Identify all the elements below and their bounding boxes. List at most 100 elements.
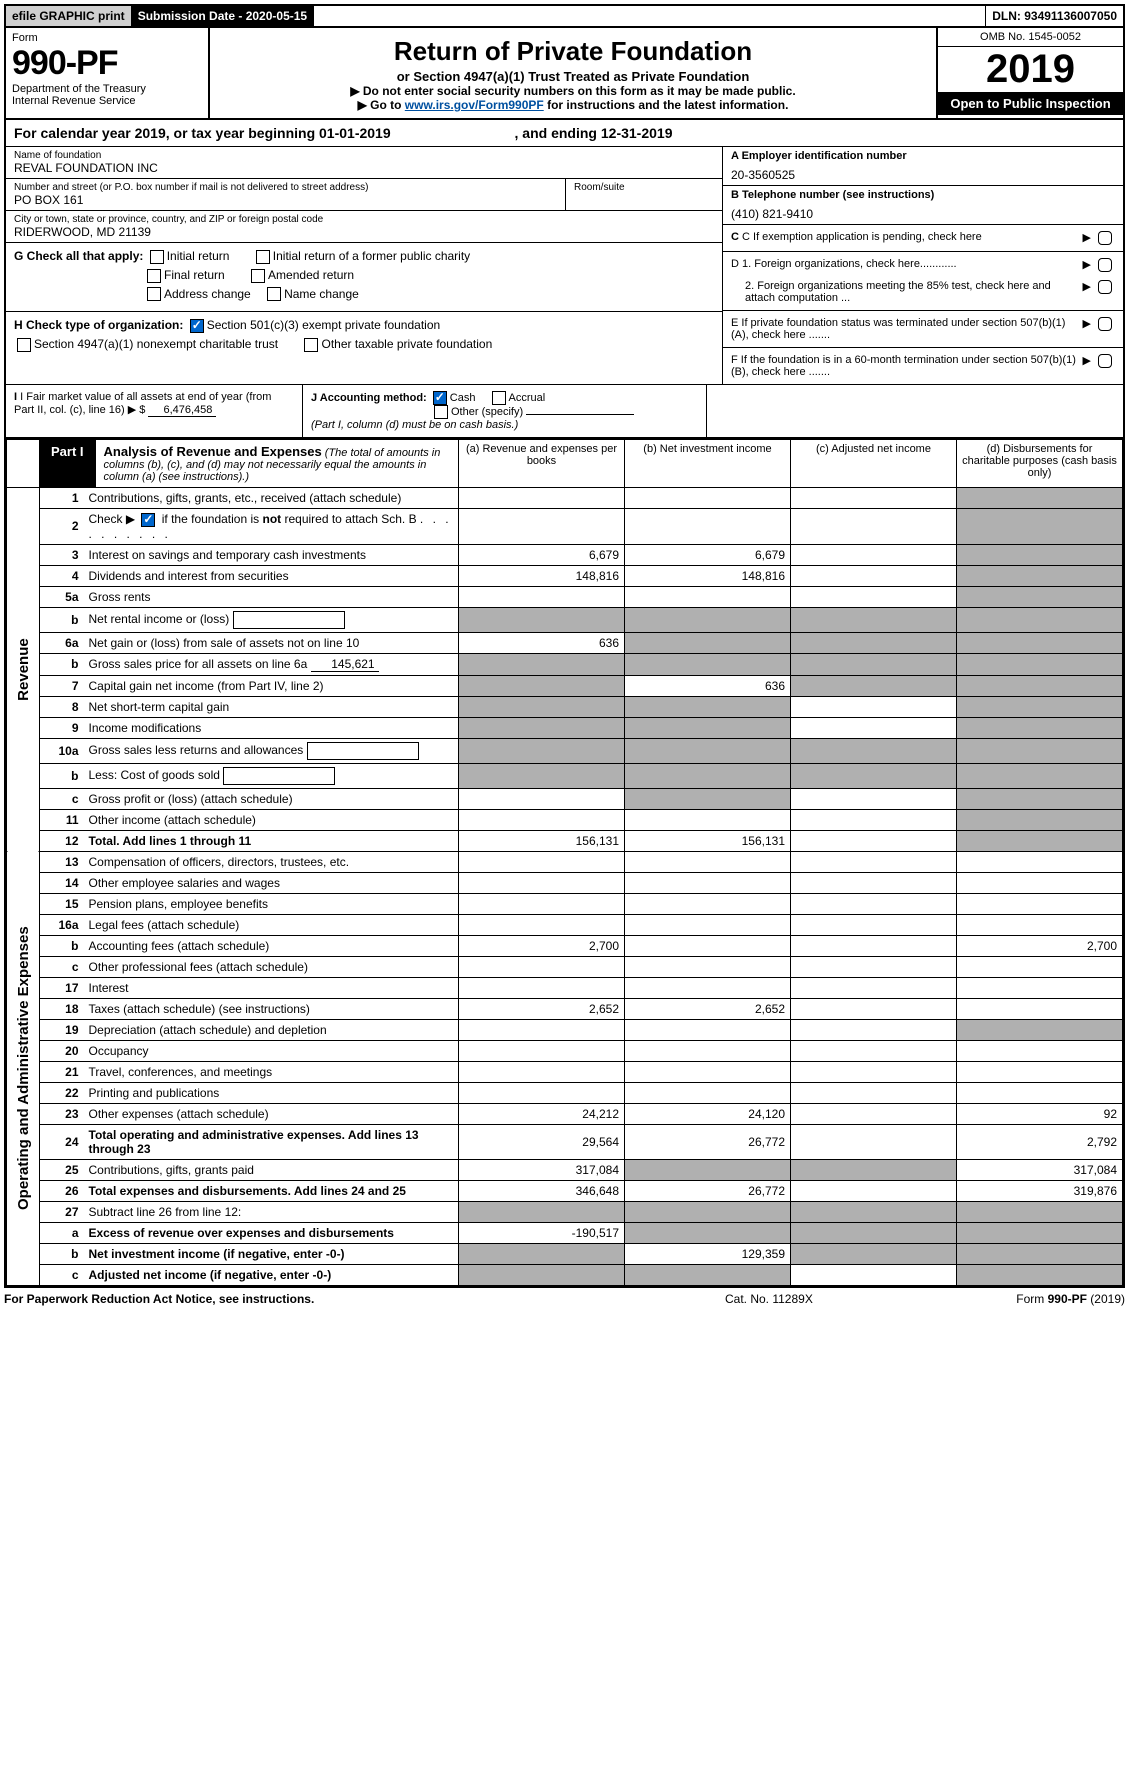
table-row: 26Total expenses and disbursements. Add … bbox=[7, 1180, 1123, 1201]
table-row: 10aGross sales less returns and allowanc… bbox=[7, 738, 1123, 763]
4947a1-checkbox[interactable] bbox=[17, 338, 31, 352]
header-left: Form 990-PF Department of the Treasury I… bbox=[6, 28, 210, 118]
table-cell bbox=[459, 1243, 625, 1264]
table-cell bbox=[459, 763, 625, 788]
table-cell: 636 bbox=[625, 675, 791, 696]
room-suite-label: Room/suite bbox=[566, 179, 722, 210]
accrual-checkbox[interactable] bbox=[492, 391, 506, 405]
address-change-checkbox[interactable] bbox=[147, 287, 161, 301]
footer-left: For Paperwork Reduction Act Notice, see … bbox=[4, 1292, 725, 1306]
table-cell: 129,359 bbox=[625, 1243, 791, 1264]
d2-row: 2. Foreign organizations meeting the 85%… bbox=[723, 274, 1123, 311]
table-row: 24Total operating and administrative exp… bbox=[7, 1124, 1123, 1159]
d2-checkbox[interactable] bbox=[1098, 280, 1112, 294]
table-row: 21Travel, conferences, and meetings bbox=[7, 1061, 1123, 1082]
table-cell bbox=[957, 607, 1123, 632]
table-cell bbox=[459, 956, 625, 977]
line-label: Other employee salaries and wages bbox=[84, 872, 459, 893]
line-label: Net short-term capital gain bbox=[84, 696, 459, 717]
form-number: 990-PF bbox=[12, 44, 202, 83]
table-cell bbox=[459, 809, 625, 830]
line-label: Taxes (attach schedule) (see instruction… bbox=[84, 998, 459, 1019]
other-taxable-checkbox[interactable] bbox=[304, 338, 318, 352]
table-cell: 2,700 bbox=[957, 935, 1123, 956]
table-row: 6aNet gain or (loss) from sale of assets… bbox=[7, 632, 1123, 653]
cash-checkbox[interactable] bbox=[433, 391, 447, 405]
initial-return-checkbox[interactable] bbox=[150, 250, 164, 264]
line-number: 2 bbox=[39, 509, 84, 545]
table-cell bbox=[625, 956, 791, 977]
table-cell bbox=[791, 998, 957, 1019]
table-cell bbox=[791, 488, 957, 509]
irs-link[interactable]: www.irs.gov/Form990PF bbox=[405, 98, 544, 112]
line-label: Net gain or (loss) from sale of assets n… bbox=[84, 632, 459, 653]
form-header: Form 990-PF Department of the Treasury I… bbox=[6, 28, 1123, 120]
sch-b-checkbox[interactable] bbox=[141, 513, 155, 527]
table-cell bbox=[459, 509, 625, 545]
f-checkbox[interactable] bbox=[1098, 354, 1112, 368]
table-row: Operating and Administrative Expenses13C… bbox=[7, 851, 1123, 872]
table-cell: 156,131 bbox=[459, 830, 625, 851]
table-cell bbox=[957, 1222, 1123, 1243]
d1-checkbox[interactable] bbox=[1098, 258, 1112, 272]
table-cell bbox=[625, 653, 791, 675]
top-bar: efile GRAPHIC print Submission Date - 20… bbox=[6, 6, 1123, 28]
table-row: bGross sales price for all assets on lin… bbox=[7, 653, 1123, 675]
form-subtitle: or Section 4947(a)(1) Trust Treated as P… bbox=[216, 69, 930, 84]
table-cell bbox=[957, 1201, 1123, 1222]
table-cell bbox=[791, 1019, 957, 1040]
initial-former-checkbox[interactable] bbox=[256, 250, 270, 264]
line-number: 5a bbox=[39, 586, 84, 607]
table-cell bbox=[791, 1201, 957, 1222]
i-fmv-section: I I Fair market value of all assets at e… bbox=[6, 385, 303, 437]
final-return-checkbox[interactable] bbox=[147, 269, 161, 283]
amended-return-checkbox[interactable] bbox=[251, 269, 265, 283]
ein-row: A Employer identification number 20-3560… bbox=[723, 147, 1123, 186]
table-cell: -190,517 bbox=[459, 1222, 625, 1243]
table-cell bbox=[625, 607, 791, 632]
table-row: 12Total. Add lines 1 through 11156,13115… bbox=[7, 830, 1123, 851]
footer-mid: Cat. No. 11289X bbox=[725, 1292, 925, 1306]
table-cell bbox=[957, 893, 1123, 914]
e-checkbox[interactable] bbox=[1098, 317, 1112, 331]
line-label: Compensation of officers, directors, tru… bbox=[84, 851, 459, 872]
line-label: Depreciation (attach schedule) and deple… bbox=[84, 1019, 459, 1040]
501c3-checkbox[interactable] bbox=[190, 319, 204, 333]
table-cell bbox=[957, 998, 1123, 1019]
table-cell bbox=[791, 653, 957, 675]
table-cell bbox=[791, 830, 957, 851]
table-row: bNet rental income or (loss) bbox=[7, 607, 1123, 632]
table-row: 16aLegal fees (attach schedule) bbox=[7, 914, 1123, 935]
table-row: 9Income modifications bbox=[7, 717, 1123, 738]
department-label: Department of the Treasury Internal Reve… bbox=[12, 83, 202, 107]
table-cell bbox=[791, 809, 957, 830]
expenses-side-label: Operating and Administrative Expenses bbox=[7, 851, 40, 1285]
table-cell bbox=[625, 977, 791, 998]
table-row: 15Pension plans, employee benefits bbox=[7, 893, 1123, 914]
table-cell: 26,772 bbox=[625, 1180, 791, 1201]
table-cell bbox=[957, 565, 1123, 586]
table-row: cOther professional fees (attach schedul… bbox=[7, 956, 1123, 977]
line-label: Travel, conferences, and meetings bbox=[84, 1061, 459, 1082]
table-cell: 92 bbox=[957, 1103, 1123, 1124]
form-word: Form bbox=[12, 32, 202, 44]
table-cell bbox=[625, 738, 791, 763]
line-number: 18 bbox=[39, 998, 84, 1019]
tax-year: 2019 bbox=[938, 47, 1123, 92]
part1-title: Analysis of Revenue and Expenses (The to… bbox=[96, 440, 458, 487]
efile-print-button[interactable]: efile GRAPHIC print bbox=[6, 6, 132, 26]
line-number: 24 bbox=[39, 1124, 84, 1159]
form-container: efile GRAPHIC print Submission Date - 20… bbox=[4, 4, 1125, 1288]
other-method-checkbox[interactable] bbox=[434, 405, 448, 419]
table-cell: 2,652 bbox=[459, 998, 625, 1019]
table-cell: 6,679 bbox=[459, 544, 625, 565]
line-label: Excess of revenue over expenses and disb… bbox=[84, 1222, 459, 1243]
line-number: 14 bbox=[39, 872, 84, 893]
name-change-checkbox[interactable] bbox=[267, 287, 281, 301]
c-checkbox[interactable] bbox=[1098, 231, 1112, 245]
table-cell bbox=[459, 893, 625, 914]
table-row: cAdjusted net income (if negative, enter… bbox=[7, 1264, 1123, 1285]
line-number: 26 bbox=[39, 1180, 84, 1201]
table-row: 4Dividends and interest from securities1… bbox=[7, 565, 1123, 586]
line-number: 27 bbox=[39, 1201, 84, 1222]
